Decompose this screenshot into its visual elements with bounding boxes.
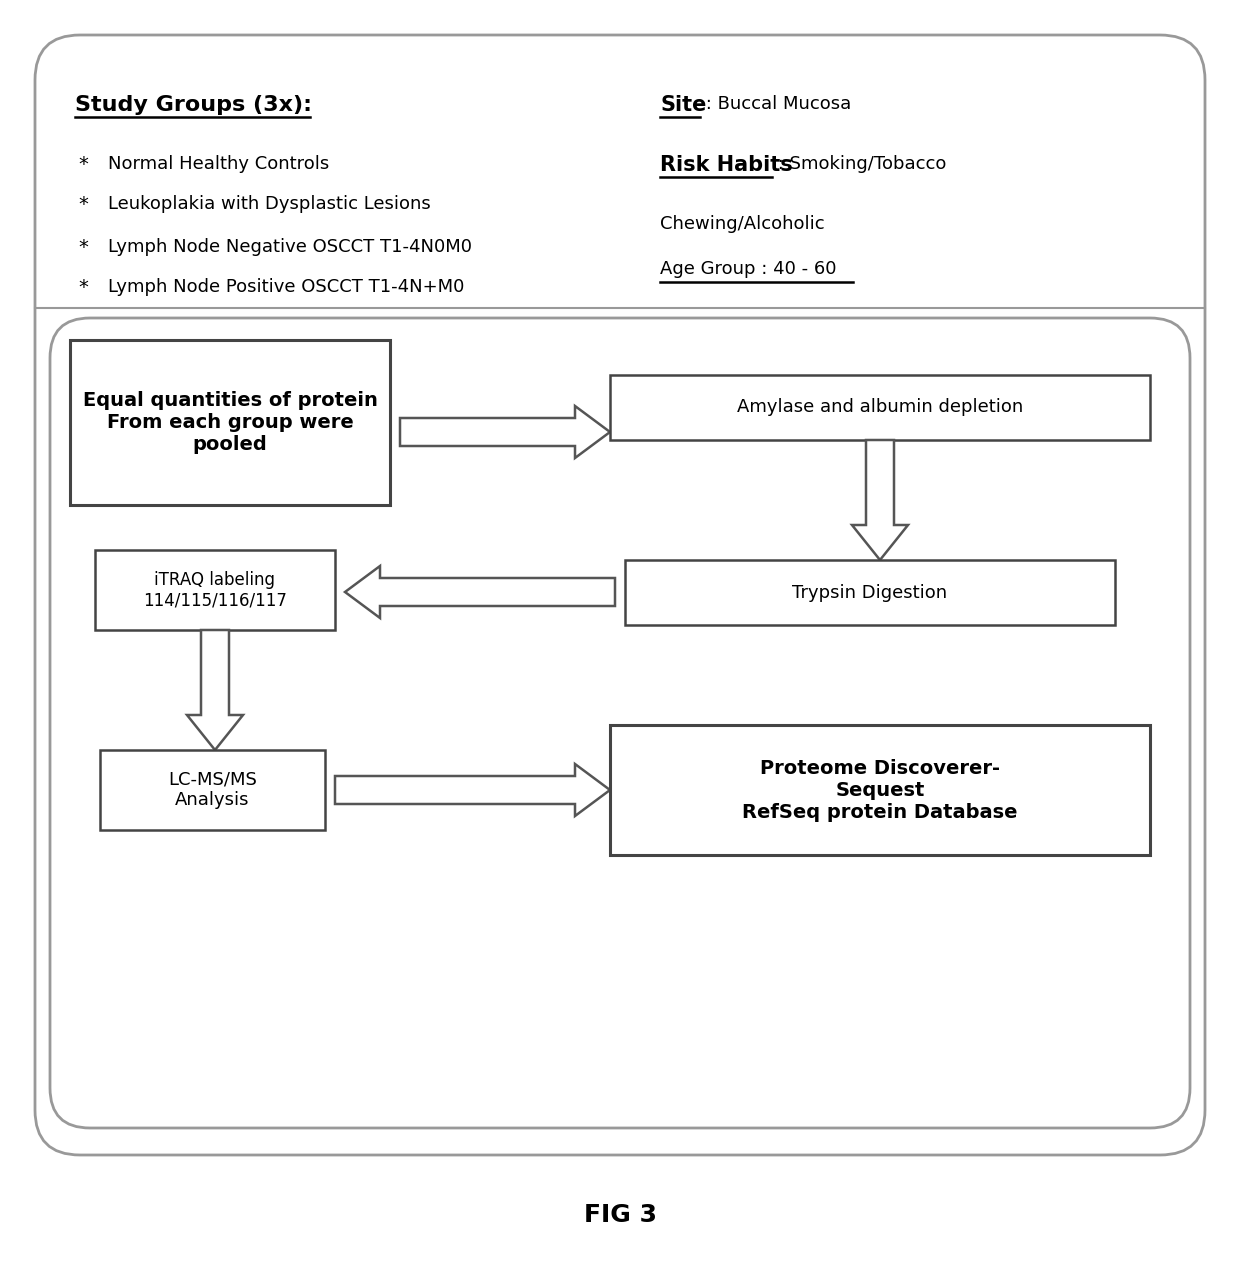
Text: *: * [78,195,88,214]
Polygon shape [852,440,908,561]
FancyBboxPatch shape [610,375,1149,440]
FancyBboxPatch shape [610,724,1149,855]
Text: Normal Healthy Controls: Normal Healthy Controls [108,155,330,173]
Text: Study Groups (3x):: Study Groups (3x): [74,95,312,115]
Text: Trypsin Digestion: Trypsin Digestion [792,584,947,602]
FancyBboxPatch shape [69,340,391,506]
Text: iTRAQ labeling
114/115/116/117: iTRAQ labeling 114/115/116/117 [143,571,286,609]
Text: Amylase and albumin depletion: Amylase and albumin depletion [737,398,1023,416]
Text: Lymph Node Negative OSCCT T1-4N0M0: Lymph Node Negative OSCCT T1-4N0M0 [108,238,472,256]
FancyBboxPatch shape [100,750,325,829]
Text: FIG 3: FIG 3 [584,1203,656,1228]
Text: Lymph Node Positive OSCCT T1-4N+M0: Lymph Node Positive OSCCT T1-4N+M0 [108,278,464,296]
Text: Risk Habits: Risk Habits [660,155,792,175]
Text: Chewing/Alcoholic: Chewing/Alcoholic [660,215,825,233]
Text: : Buccal Mucosa: : Buccal Mucosa [701,95,851,113]
Text: *: * [78,238,88,257]
Text: *: * [78,155,88,174]
Text: : Smoking/Tobacco: : Smoking/Tobacco [773,155,946,173]
FancyBboxPatch shape [50,317,1190,1128]
Text: Leukoplakia with Dysplastic Lesions: Leukoplakia with Dysplastic Lesions [108,195,430,212]
FancyBboxPatch shape [625,561,1115,625]
Text: Age Group : 40 - 60: Age Group : 40 - 60 [660,260,837,278]
Polygon shape [345,566,615,618]
Polygon shape [401,406,610,458]
Text: Proteome Discoverer-
Sequest
RefSeq protein Database: Proteome Discoverer- Sequest RefSeq prot… [743,759,1018,822]
Polygon shape [187,630,243,750]
Text: Site: Site [660,95,707,115]
Text: *: * [78,278,88,297]
FancyBboxPatch shape [35,35,1205,1155]
Text: Equal quantities of protein
From each group were
pooled: Equal quantities of protein From each gr… [83,390,377,454]
FancyBboxPatch shape [95,550,335,630]
Text: LC-MS/MS
Analysis: LC-MS/MS Analysis [169,771,257,809]
Polygon shape [335,764,610,817]
